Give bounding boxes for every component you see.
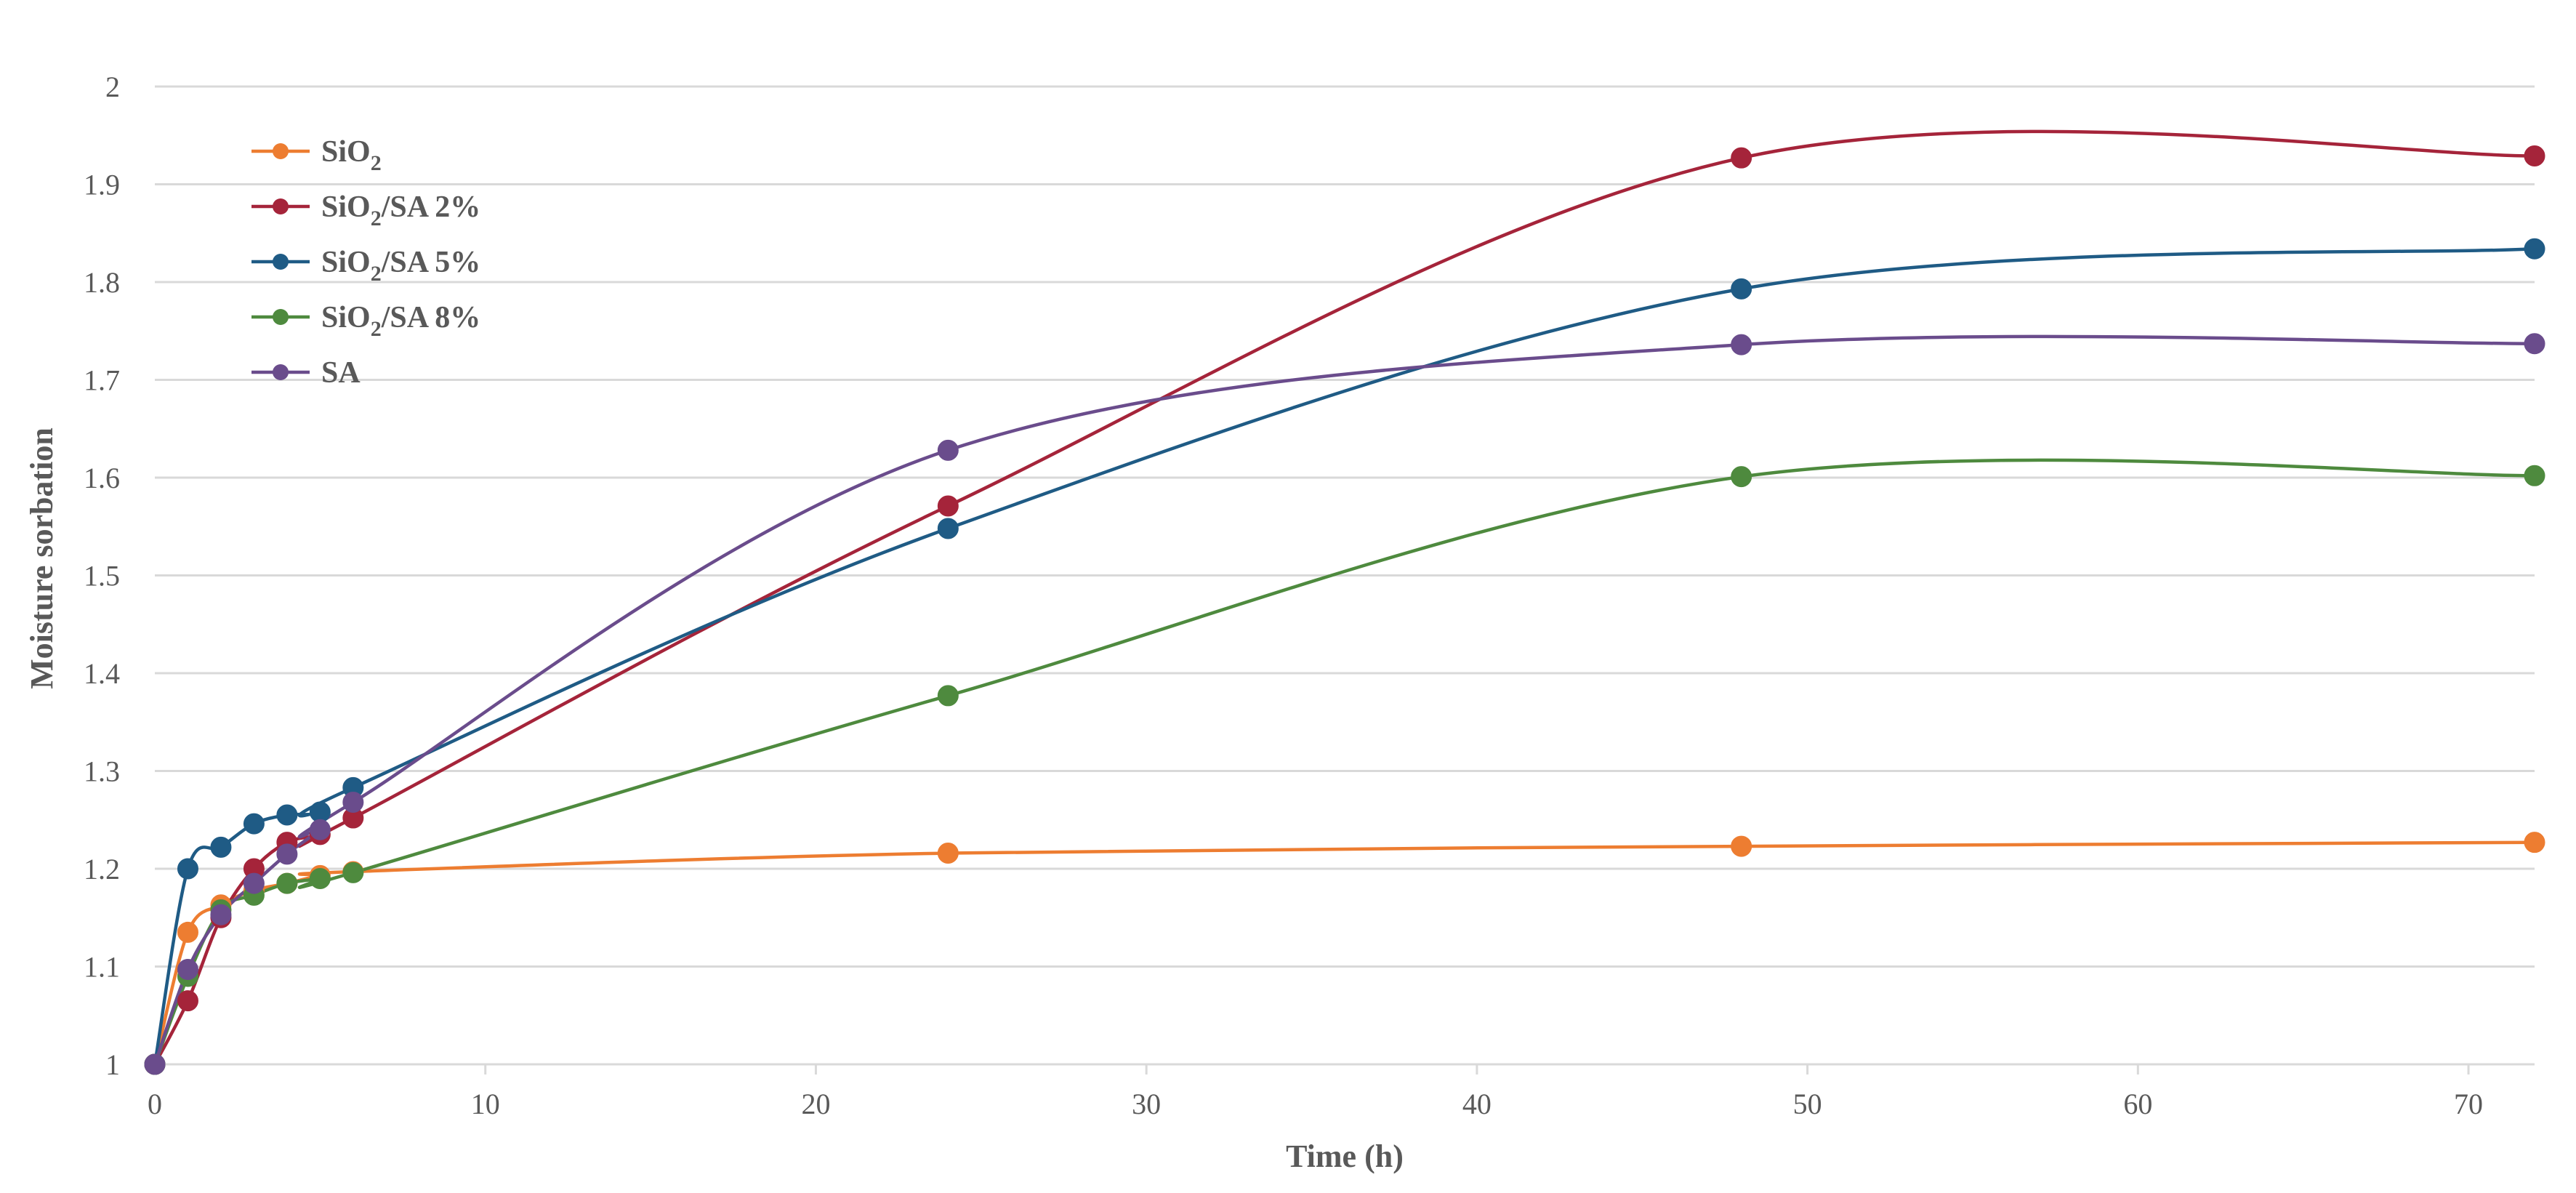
x-axis-title: Time (h) (1286, 1138, 1404, 1174)
legend-item: SiO2/SA 8% (251, 301, 480, 341)
data-point-series-3 (342, 861, 364, 883)
legend-label: SiO2 (321, 135, 382, 175)
data-point-series-1 (1731, 147, 1752, 169)
legend-item: SiO2/SA 5% (251, 246, 480, 286)
legend-swatch-marker (273, 143, 289, 159)
x-tick-label: 10 (471, 1088, 500, 1120)
data-point-series-2 (2524, 238, 2545, 260)
data-point-series-2 (1731, 278, 1752, 300)
legend-swatch-marker (273, 309, 289, 325)
gridlines (155, 85, 2535, 1066)
data-point-series-0 (177, 921, 198, 943)
x-tick-label: 70 (2454, 1088, 2483, 1120)
series-line-2 (153, 247, 2535, 1065)
data-point-series-3 (937, 685, 959, 707)
data-point-series-4 (276, 843, 298, 865)
legend: SiO2 SiO2/SA 2% SiO2/SA 5% SiO2/SA 8% SA (251, 135, 480, 390)
legend-item: SiO2 (251, 135, 382, 175)
data-point-series-4 (937, 439, 959, 461)
series-lines (153, 129, 2535, 1066)
data-point-series-4 (309, 819, 331, 840)
x-tick-label: 40 (1462, 1088, 1492, 1120)
legend-swatch-marker (273, 254, 289, 270)
legend-label: SA (321, 356, 361, 390)
y-tick-label: 1 (105, 1048, 120, 1081)
y-tick-label: 1.5 (84, 560, 120, 593)
series-markers (144, 145, 2545, 1075)
legend-label: SiO2/SA 5% (321, 246, 480, 286)
y-tick-label: 1.6 (84, 462, 120, 494)
x-tick-label: 20 (801, 1088, 830, 1120)
series-line-1 (153, 129, 2535, 1066)
data-point-series-2 (210, 836, 232, 858)
data-point-series-2 (177, 858, 198, 880)
series-line-4 (153, 334, 2535, 1065)
data-point-series-1 (2524, 145, 2545, 166)
data-point-series-4 (243, 872, 265, 894)
legend-swatch-marker (273, 364, 289, 380)
legend-swatch-marker (273, 198, 289, 214)
data-point-series-4 (2524, 333, 2545, 355)
data-point-series-0 (937, 842, 959, 864)
y-tick-label: 1.8 (84, 266, 120, 299)
series-line-0 (153, 840, 2535, 1065)
y-axis-title: Moisture sorbation (24, 427, 60, 689)
data-point-series-2 (937, 518, 959, 539)
data-point-series-0 (2524, 832, 2545, 853)
y-tick-label: 2 (105, 71, 120, 103)
data-point-series-4 (144, 1053, 166, 1075)
data-point-series-2 (309, 801, 331, 823)
y-tick-label: 1.1 (84, 951, 120, 984)
data-point-series-2 (276, 804, 298, 826)
data-point-series-3 (276, 872, 298, 894)
y-tick-label: 1.4 (84, 657, 120, 690)
data-point-series-4 (342, 792, 364, 814)
y-tick-label: 1.9 (84, 169, 120, 201)
x-tick-label: 50 (1793, 1088, 1822, 1120)
data-point-series-1 (937, 495, 959, 517)
legend-label: SiO2/SA 8% (321, 301, 480, 341)
y-tick-label: 1.2 (84, 853, 120, 885)
x-tick-label: 30 (1132, 1088, 1161, 1120)
axes: 11.11.21.31.41.51.61.71.81.920 10 20 30 40 50… (84, 71, 2483, 1120)
data-point-series-3 (309, 867, 331, 889)
series-line-3 (153, 458, 2535, 1065)
x-tick-label: 0 (148, 1088, 162, 1120)
data-point-series-0 (1731, 835, 1752, 857)
data-point-series-3 (2524, 465, 2545, 486)
y-tick-label: 1.3 (84, 755, 120, 788)
data-point-series-3 (1731, 466, 1752, 488)
x-tick-label: 60 (2123, 1088, 2152, 1120)
legend-label: SiO2/SA 2% (321, 190, 480, 230)
data-point-series-2 (243, 813, 265, 835)
y-tick-label: 1.7 (84, 364, 120, 397)
data-point-series-1 (177, 990, 198, 1012)
legend-item: SA (251, 356, 361, 390)
data-point-series-4 (1731, 334, 1752, 356)
data-point-series-4 (177, 959, 198, 981)
data-point-series-4 (210, 904, 232, 925)
legend-item: SiO2/SA 2% (251, 190, 480, 230)
